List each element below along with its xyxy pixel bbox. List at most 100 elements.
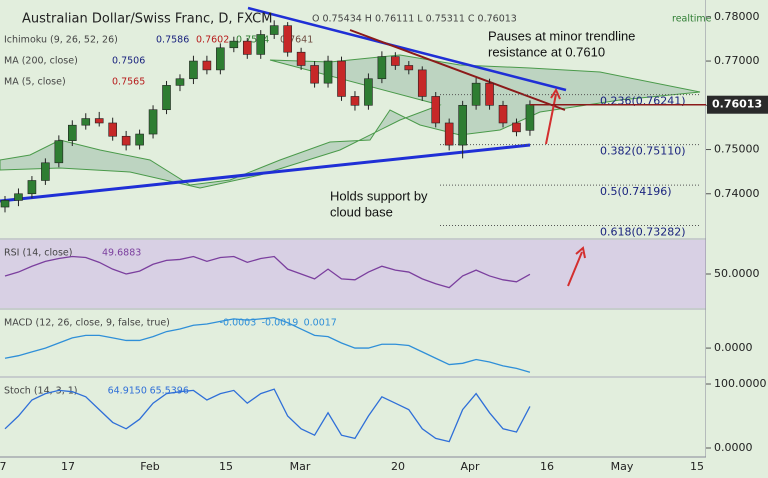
candle-body <box>525 104 535 131</box>
candle-body <box>364 78 373 106</box>
legend-value: 0.7594 <box>236 35 269 46</box>
y-tick-label: 0.74000 <box>714 187 760 200</box>
fib-label: 0.618(0.73282) <box>600 226 686 239</box>
candle-body <box>391 56 400 66</box>
candle-body <box>283 25 292 53</box>
legend-value: 49.6883 <box>102 248 141 259</box>
x-tick-label: Mar <box>290 460 311 473</box>
y-tick-label: 50.0000 <box>714 267 760 280</box>
candle-body <box>512 122 521 133</box>
y-tick-label: 0.78000 <box>714 10 760 23</box>
x-tick-label: 15 <box>690 460 704 473</box>
chart-title: Australian Dollar/Swiss Franc, D, FXCM <box>22 12 272 27</box>
ohlc-legend: O 0.75434 H 0.76111 L 0.75311 C 0.76013 <box>312 14 517 25</box>
candle-body <box>148 109 158 135</box>
candle-body <box>431 96 441 124</box>
x-tick-label: 20 <box>391 460 405 473</box>
candle-body <box>310 65 319 84</box>
fib-label: 0.236(0.76241) <box>600 95 686 108</box>
y-tick-label: 0.0000 <box>714 441 753 454</box>
arrow <box>567 246 586 287</box>
panel-title: MACD (12, 26, close, 9, false, true) <box>4 318 170 329</box>
panel-title: Stoch (14, 3, 1) <box>4 386 78 397</box>
legend: MA (5, close) <box>4 77 66 88</box>
legend: Ichimoku (9, 26, 52, 26) <box>4 35 118 46</box>
candle-body <box>175 78 185 86</box>
fib-label: 0.382(0.75110) <box>600 145 686 158</box>
candle-body <box>485 82 494 106</box>
candle-body <box>108 122 117 137</box>
candle-body <box>256 34 266 55</box>
annotation: Holds support by <box>330 188 428 203</box>
indicator-line <box>4 316 531 373</box>
legend-value: 64.9150 <box>108 386 147 397</box>
legend-value: 0.7565 <box>112 77 145 88</box>
candle-body <box>269 25 279 35</box>
status: realtime <box>672 14 712 25</box>
candle-body <box>0 200 10 208</box>
candle-body <box>216 47 225 71</box>
legend-value: 0.7506 <box>112 56 145 67</box>
last-price-label: 0.76013 <box>712 98 762 111</box>
price-axis <box>706 0 768 478</box>
candle-body <box>229 40 239 49</box>
x-tick-label: 17 <box>61 460 75 473</box>
candle-body <box>337 60 346 97</box>
last-price-box <box>707 95 768 114</box>
resistance-trendline <box>247 6 567 92</box>
fib-label: 0.5(0.74196) <box>600 185 672 198</box>
support-trendline <box>0 143 531 203</box>
candle-body <box>350 96 360 106</box>
y-tick-label: 0.0000 <box>714 341 753 354</box>
candle-body <box>242 40 252 55</box>
legend-value: 65.5396 <box>150 386 189 397</box>
candle-body <box>54 140 64 164</box>
panel-title: RSI (14, close) <box>4 248 72 259</box>
annotation: Pauses at minor trendline <box>488 28 635 43</box>
x-tick-label: 15 <box>219 460 233 473</box>
candle-body <box>202 60 212 71</box>
candle-body <box>296 51 306 66</box>
legend-value: 0.7641 <box>280 35 313 46</box>
rsi-band <box>0 240 706 308</box>
x-tick-label: 7 <box>0 460 7 473</box>
legend-value: -0.0003 <box>220 318 257 329</box>
candle-body <box>162 85 171 111</box>
annotation: resistance at 0.7610 <box>488 44 605 59</box>
candle-body <box>14 193 23 201</box>
candle-body <box>444 122 454 146</box>
minor-trendline <box>349 29 566 111</box>
legend: MA (200, close) <box>4 56 78 67</box>
legend-value: 0.7586 <box>156 35 189 46</box>
y-tick-label: 0.77000 <box>714 54 760 67</box>
candle-body <box>377 56 387 80</box>
candle-body <box>498 104 508 124</box>
x-tick-label: Apr <box>460 460 480 473</box>
candle-body <box>121 135 131 146</box>
ichimoku-cloud <box>0 54 701 189</box>
candle-body <box>404 65 414 71</box>
indicator-line <box>4 255 531 289</box>
candle-body <box>189 60 198 80</box>
candle-body <box>471 82 481 106</box>
candle-body <box>94 118 104 124</box>
indicator-line <box>4 388 531 443</box>
candle-body <box>68 124 77 141</box>
candle-body <box>41 162 50 181</box>
legend-value: -0.0019 <box>262 318 299 329</box>
legend-value: 0.0017 <box>304 318 337 329</box>
y-tick-label: 0.75000 <box>714 143 760 156</box>
candle-body <box>135 133 144 146</box>
candle-body <box>81 118 91 126</box>
legend-value: 0.7602 <box>196 35 229 46</box>
candle-body <box>323 60 333 84</box>
x-tick-label: Feb <box>140 460 159 473</box>
x-tick-label: 16 <box>540 460 554 473</box>
x-tick-label: May <box>611 460 634 473</box>
annotation: cloud base <box>330 204 393 219</box>
arrow <box>545 87 561 145</box>
candle-body <box>27 180 37 195</box>
y-tick-label: 100.0000 <box>714 377 767 390</box>
candle-body <box>417 69 427 97</box>
